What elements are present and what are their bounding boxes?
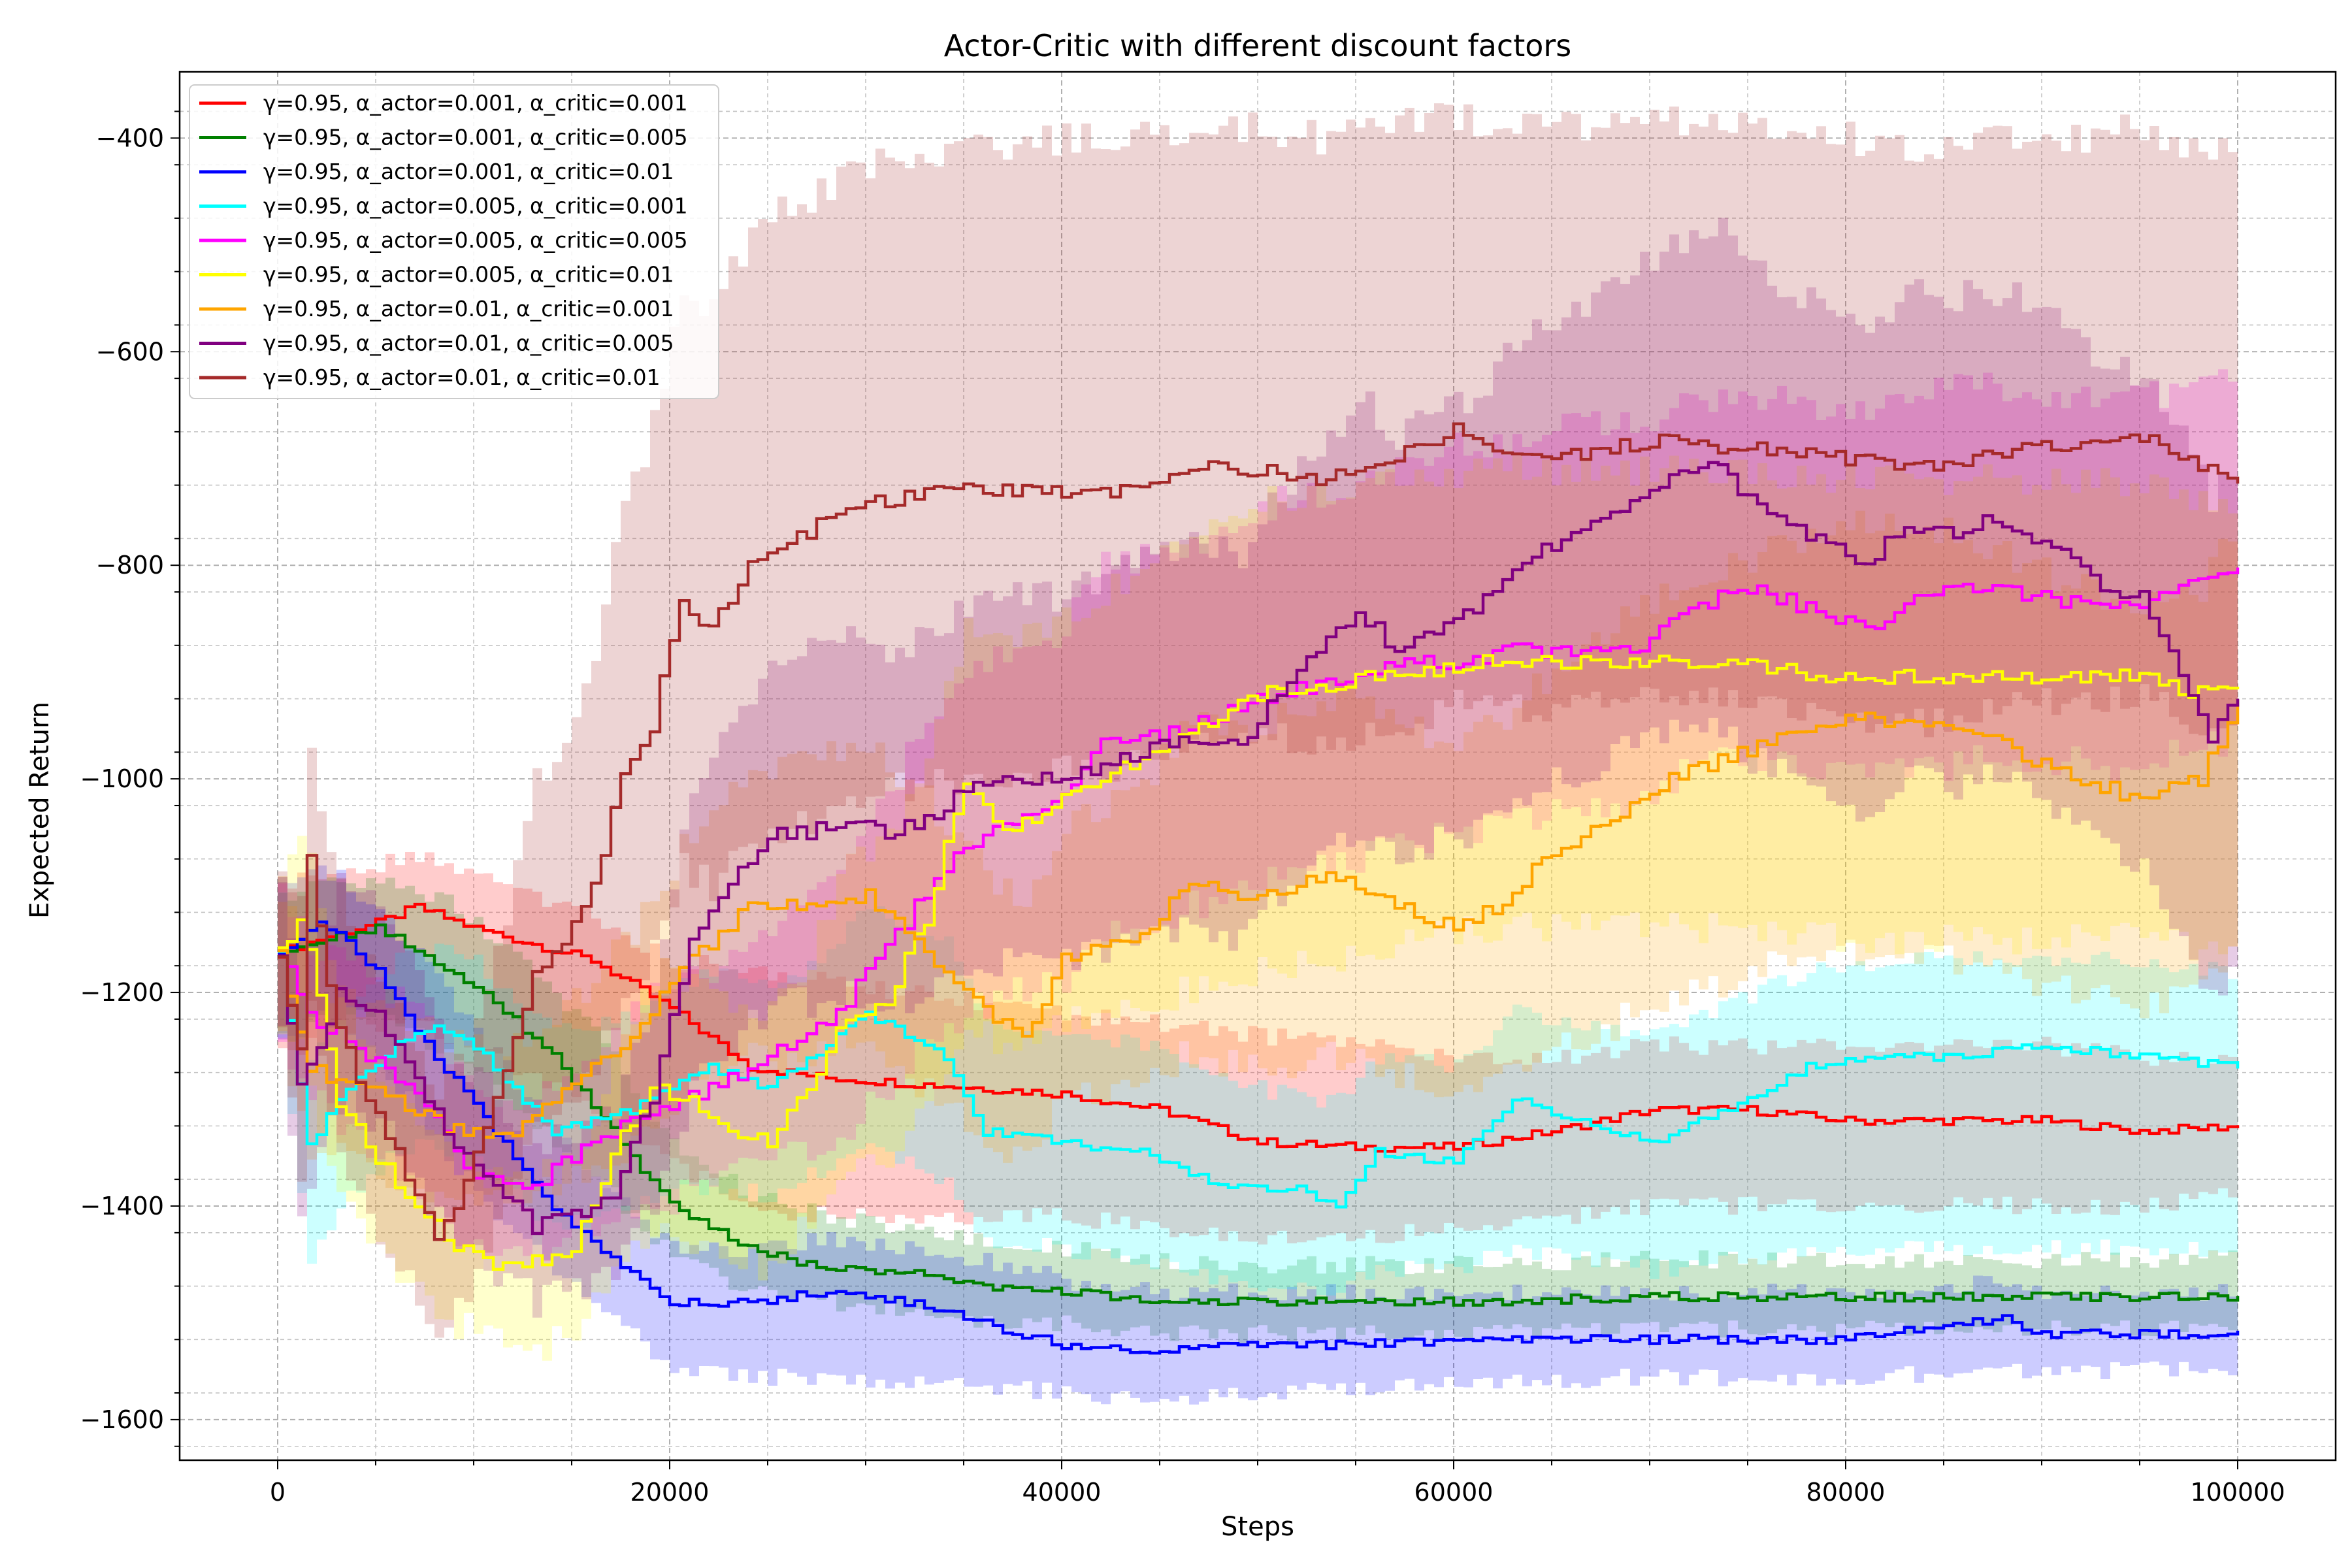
legend-label: γ=0.95, α_actor=0.001, α_critic=0.001 [263,90,688,116]
series-line-7 [278,699,2240,1139]
legend-label: γ=0.95, α_actor=0.005, α_critic=0.01 [263,262,674,287]
legend-item-7: γ=0.95, α_actor=0.01, α_critic=0.001 [199,296,674,321]
y-axis-ticks: −1600 −1400 −1200 −1000 −800 −600 −400 [80,110,180,1447]
x-tick-label: 40000 [1022,1478,1102,1507]
y-tick-label: −400 [96,123,164,152]
series-line-6 [278,654,2240,1271]
series-line-4 [278,950,2240,1209]
legend-label: γ=0.95, α_actor=0.01, α_critic=0.001 [263,296,674,321]
legend-item-4: γ=0.95, α_actor=0.005, α_critic=0.001 [199,193,688,219]
legend-label: γ=0.95, α_actor=0.001, α_critic=0.01 [263,159,674,184]
series-band-5 [278,357,2238,1262]
legend-label: γ=0.95, α_actor=0.001, α_critic=0.005 [263,125,688,150]
legend-box [189,84,719,399]
legend: γ=0.95, α_actor=0.001, α_critic=0.001 γ=0… [189,84,719,399]
y-tick-label: −800 [96,551,164,580]
y-axis-label: Expected Return [25,702,55,919]
x-axis-ticks: 0 20000 40000 60000 80000 100000 [270,1460,2285,1507]
x-tick-label: 80000 [1806,1478,1886,1507]
legend-item-6: γ=0.95, α_actor=0.005, α_critic=0.01 [199,262,674,287]
y-tick-label: −1200 [80,978,164,1007]
legend-item-8: γ=0.95, α_actor=0.01, α_critic=0.005 [199,331,674,356]
legend-label: γ=0.95, α_actor=0.005, α_critic=0.001 [263,193,688,219]
y-tick-label: −1600 [80,1405,164,1434]
legend-label: γ=0.95, α_actor=0.005, α_critic=0.005 [263,227,688,253]
y-tick-label: −1000 [80,764,164,793]
series-lines [278,422,2240,1355]
grid [180,72,2336,1460]
chart-title: Actor-Critic with different discount fac… [944,28,1572,63]
x-tick-label: 60000 [1414,1478,1494,1507]
series-line-8 [278,461,2240,1235]
series-line-9 [278,422,2240,1241]
series-band-8 [278,218,2238,1318]
x-tick-label: 100000 [2190,1478,2285,1507]
x-tick-label: 20000 [630,1478,710,1507]
series-band-9 [278,103,2238,1338]
y-tick-label: −1400 [80,1192,164,1220]
y-tick-label: −600 [96,337,164,366]
legend-item-5: γ=0.95, α_actor=0.005, α_critic=0.005 [199,227,688,253]
legend-item-2: γ=0.95, α_actor=0.001, α_critic=0.005 [199,125,688,150]
x-axis-label: Steps [1221,1512,1294,1542]
series-band-4 [278,892,2238,1296]
legend-item-9: γ=0.95, α_actor=0.01, α_critic=0.01 [199,365,661,390]
legend-item-1: γ=0.95, α_actor=0.001, α_critic=0.001 [199,90,688,116]
legend-item-3: γ=0.95, α_actor=0.001, α_critic=0.01 [199,159,674,184]
series-band-2 [278,877,2238,1344]
x-tick-label: 0 [270,1478,286,1507]
series-line-1 [278,902,2240,1153]
legend-label: γ=0.95, α_actor=0.01, α_critic=0.005 [263,331,674,356]
legend-label: γ=0.95, α_actor=0.01, α_critic=0.01 [263,365,661,390]
series-line-3 [278,920,2240,1355]
series-band-3 [278,865,2238,1405]
series-band-7 [278,510,2238,1206]
